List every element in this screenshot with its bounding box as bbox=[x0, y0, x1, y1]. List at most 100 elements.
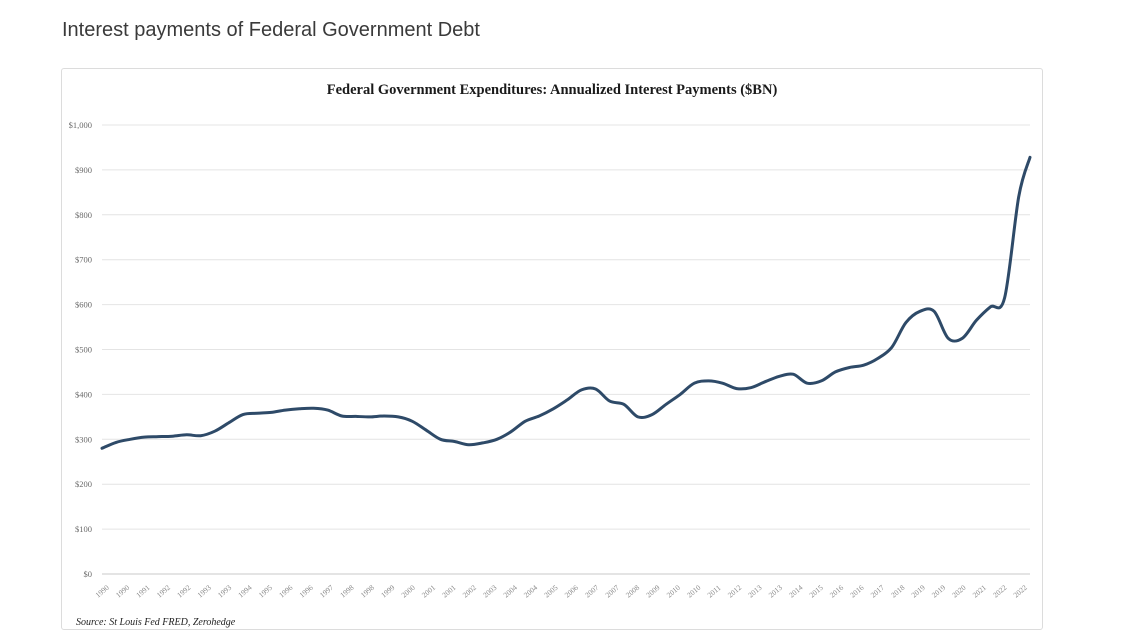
data-point bbox=[975, 319, 977, 321]
data-point bbox=[256, 412, 258, 414]
y-tick-label: $400 bbox=[75, 389, 92, 399]
data-point bbox=[482, 442, 484, 444]
x-tick-label: 2013 bbox=[767, 583, 784, 600]
data-point bbox=[609, 400, 611, 402]
data-point bbox=[792, 373, 794, 375]
data-point bbox=[820, 380, 822, 382]
x-tick-label: 2014 bbox=[787, 583, 804, 600]
data-point bbox=[341, 415, 343, 417]
data-point bbox=[764, 381, 766, 383]
data-point bbox=[200, 435, 202, 437]
data-point bbox=[637, 416, 639, 418]
x-tick-label: 2003 bbox=[481, 583, 498, 600]
x-tick-label: 2019 bbox=[910, 583, 927, 600]
x-tick-label: 1990 bbox=[94, 583, 111, 600]
y-tick-label: $600 bbox=[75, 300, 92, 310]
data-point bbox=[862, 364, 864, 366]
x-tick-label: 2009 bbox=[644, 583, 661, 600]
x-tick-label: 1997 bbox=[318, 583, 335, 600]
y-tick-label: $700 bbox=[75, 255, 92, 265]
x-tick-label: 2004 bbox=[502, 583, 519, 600]
data-point bbox=[594, 388, 596, 390]
data-point bbox=[735, 387, 737, 389]
series-layer bbox=[100, 155, 1032, 450]
data-point bbox=[665, 403, 667, 405]
data-point bbox=[750, 386, 752, 388]
x-tick-label: 2007 bbox=[583, 583, 600, 600]
y-tick-label: $500 bbox=[75, 345, 92, 355]
x-tick-label: 2015 bbox=[808, 583, 825, 600]
x-tick-label: 2016 bbox=[828, 583, 845, 600]
x-tick-label: 1992 bbox=[155, 583, 172, 600]
data-point bbox=[284, 409, 286, 411]
x-tick-label: 1999 bbox=[379, 583, 396, 600]
data-point bbox=[933, 310, 935, 312]
data-point bbox=[552, 408, 554, 410]
x-tick-label: 1991 bbox=[134, 583, 151, 600]
data-point bbox=[369, 416, 371, 418]
x-tick-label: 1996 bbox=[277, 583, 294, 600]
data-point bbox=[171, 435, 173, 437]
x-tick-label: 1998 bbox=[359, 583, 376, 600]
x-tick-label: 2005 bbox=[542, 583, 559, 600]
x-tick-label: 1993 bbox=[196, 583, 213, 600]
x-tick-label: 2013 bbox=[746, 583, 763, 600]
y-tick-label: $200 bbox=[75, 479, 92, 489]
y-tick-label: $1,000 bbox=[69, 120, 92, 130]
y-tick-label: $100 bbox=[75, 524, 92, 534]
data-point bbox=[453, 440, 455, 442]
data-point bbox=[679, 393, 681, 395]
gridlines bbox=[102, 124, 1030, 575]
data-point bbox=[397, 416, 399, 418]
data-point bbox=[298, 408, 300, 410]
data-point bbox=[806, 382, 808, 384]
data-point bbox=[623, 403, 625, 405]
x-tick-label: 2022 bbox=[991, 583, 1008, 600]
x-axis-ticks: 1990 1990 1991 1992 1992 1993 1993 1994 1995 1996… bbox=[94, 583, 1029, 600]
x-tick-label: 2022 bbox=[1012, 583, 1029, 600]
x-tick-label: 2002 bbox=[461, 583, 478, 600]
chart-title: Federal Government Expenditures: Annuali… bbox=[327, 82, 778, 98]
data-point bbox=[707, 380, 709, 382]
x-tick-label: 2001 bbox=[440, 583, 457, 600]
data-point bbox=[1003, 297, 1005, 299]
data-point bbox=[566, 399, 568, 401]
data-point bbox=[876, 357, 878, 359]
data-point bbox=[1018, 196, 1020, 198]
data-point bbox=[905, 321, 907, 323]
data-point bbox=[425, 429, 427, 431]
data-point bbox=[524, 420, 526, 422]
x-tick-label: 2017 bbox=[869, 583, 886, 600]
y-tick-label: $300 bbox=[75, 434, 92, 444]
data-point bbox=[848, 366, 850, 368]
data-point bbox=[891, 346, 893, 348]
x-tick-label: 2000 bbox=[400, 583, 417, 600]
data-point bbox=[115, 441, 117, 443]
y-tick-label: $0 bbox=[84, 569, 93, 579]
data-point bbox=[580, 389, 582, 391]
data-point bbox=[778, 375, 780, 377]
data-point bbox=[270, 411, 272, 413]
data-point bbox=[242, 413, 244, 415]
data-point bbox=[355, 415, 357, 417]
data-point bbox=[312, 407, 314, 409]
x-tick-label: 2008 bbox=[624, 583, 641, 600]
data-point bbox=[157, 435, 159, 437]
data-point bbox=[538, 415, 540, 417]
data-point bbox=[919, 310, 921, 312]
data-point bbox=[496, 438, 498, 440]
data-point bbox=[439, 438, 441, 440]
data-point bbox=[326, 409, 328, 411]
x-tick-label: 2004 bbox=[522, 583, 539, 600]
data-point bbox=[383, 415, 385, 417]
data-point bbox=[721, 382, 723, 384]
data-point bbox=[1029, 156, 1031, 158]
x-tick-label: 2012 bbox=[726, 583, 743, 600]
x-tick-label: 1992 bbox=[175, 583, 192, 600]
source-note: Source: St Louis Fed FRED, Zerohedge bbox=[76, 617, 236, 628]
data-point bbox=[214, 430, 216, 432]
x-tick-label: 1993 bbox=[216, 583, 233, 600]
y-tick-label: $800 bbox=[75, 210, 92, 220]
line-chart: Federal Government Expenditures: Annuali… bbox=[69, 82, 1032, 628]
data-point bbox=[510, 430, 512, 432]
